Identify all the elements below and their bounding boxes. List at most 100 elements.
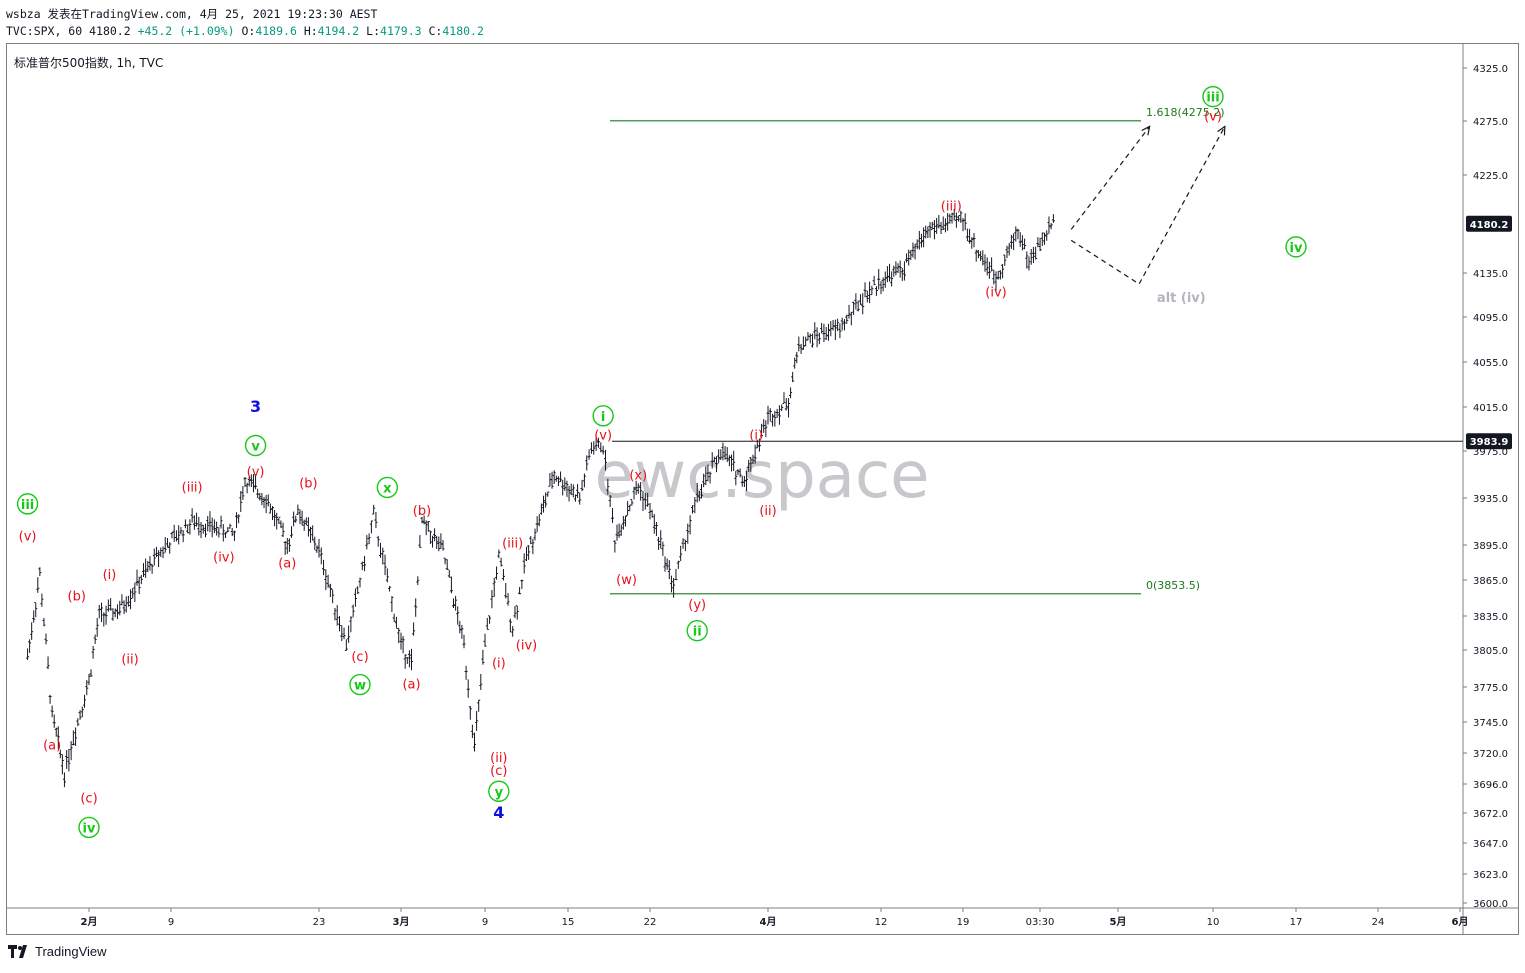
chart-legend-title: 标准普尔500指数, 1h, TVC [14, 55, 163, 70]
watermark: ewc.space [595, 439, 930, 513]
time-tick-label: 22 [644, 917, 657, 928]
price-tick-label: 3600.0 [1473, 899, 1508, 910]
wave-label: (i) [492, 656, 506, 671]
price-tick-label: 4325.0 [1473, 64, 1508, 75]
price-tick-label: 3720.0 [1473, 749, 1508, 760]
price-tick-label: 4275.0 [1473, 117, 1508, 128]
time-tick-label: 10 [1207, 917, 1220, 928]
time-tick-label: 23 [313, 917, 326, 928]
wave-label: (b) [68, 590, 86, 605]
wave-label: v [251, 440, 260, 455]
wave-label: (c) [80, 791, 97, 806]
wave-label: (iv) [213, 551, 234, 566]
price-tick-label: 4015.0 [1473, 403, 1508, 414]
footer-brand[interactable]: TradingView [35, 944, 107, 959]
time-tick-label: 9 [168, 917, 174, 928]
wave-label: (b) [413, 504, 431, 519]
open-label: O: [241, 24, 256, 38]
price-tick-label: 4225.0 [1473, 171, 1508, 182]
wave-label: (w) [616, 573, 637, 588]
fib-level-label: 0(3853.5) [1146, 579, 1200, 592]
price-tick-label: 3865.0 [1473, 576, 1508, 587]
price-tick-label: 4135.0 [1473, 269, 1508, 280]
wave-label-circle [488, 780, 510, 802]
projection-arrowhead [1217, 125, 1226, 136]
wave-label-circle [16, 493, 39, 515]
open-value: 4189.6 [255, 24, 297, 38]
wave-label: (v) [247, 465, 265, 480]
wave-label: iv [1290, 241, 1303, 256]
wave-label: (i) [103, 568, 117, 583]
header-line1: wsbza 发表在TradingView.com, 4月 25, 2021 19… [6, 6, 377, 22]
price-tick-label: 3745.0 [1473, 718, 1508, 729]
price-tag-box [1466, 433, 1512, 450]
price-bars [26, 209, 1055, 788]
price-change: +45.2 (+1.09%) [137, 24, 235, 38]
wave-label-circle [244, 434, 267, 457]
wave-label: 4 [493, 803, 504, 822]
time-tick-label: 2月 [81, 916, 98, 928]
price-tick-label: 3835.0 [1473, 612, 1508, 623]
wave-label: y [495, 785, 504, 800]
fib-level-label: 1.618(4275.2) [1146, 106, 1225, 119]
symbol-info: TVC:SPX, 60 [6, 24, 83, 38]
price-tick-label: 3623.0 [1473, 870, 1508, 881]
price-tick-label: 3647.0 [1473, 839, 1508, 850]
wave-label-circle [78, 816, 100, 839]
price-tick-label: 3696.0 [1473, 780, 1508, 791]
wave-label: i [601, 410, 605, 425]
footer: TradingView [8, 944, 107, 959]
wave-label: x [383, 481, 392, 496]
wave-label: (iii) [502, 537, 523, 552]
wave-label: ii [693, 625, 702, 640]
wave-label: (i) [749, 429, 763, 444]
price-tick-label: 4095.0 [1473, 313, 1508, 324]
price-tick-label: 3805.0 [1473, 646, 1508, 657]
time-tick-label: 19 [957, 917, 970, 928]
wave-label-circle [1202, 85, 1224, 108]
time-tick-label: 5月 [1110, 916, 1127, 928]
wave-label: (c) [490, 764, 507, 779]
wave-label-circle [1285, 236, 1307, 258]
chart-frame[interactable] [6, 43, 1519, 935]
header-line2: TVC:SPX, 60 4180.2 +45.2 (+1.09%) O:4189… [6, 24, 484, 38]
wave-label-circle [686, 620, 708, 642]
price-tick-label: 3975.0 [1473, 447, 1508, 458]
projection-arrowhead [1141, 125, 1151, 136]
wave-label: (v) [1204, 110, 1222, 125]
wave-label: iii [21, 498, 34, 513]
last-price: 4180.2 [89, 24, 131, 38]
tradingview-logo-icon [8, 945, 27, 958]
projection-path [1070, 126, 1226, 285]
price-tick-label: 4055.0 [1473, 358, 1508, 369]
wave-label: alt (iv) [1157, 291, 1206, 306]
time-tick-label: 12 [875, 917, 888, 928]
wave-label: (x) [629, 469, 647, 484]
wave-label: 3 [250, 397, 261, 416]
wave-label: (iv) [985, 286, 1006, 301]
publish-info: wsbza 发表在TradingView.com, 4月 25, 2021 19… [6, 7, 378, 21]
wave-label: iv [83, 821, 96, 836]
wave-label: (c) [351, 650, 368, 665]
price-tick-label: 3895.0 [1473, 541, 1508, 552]
wave-label: (a) [278, 557, 296, 572]
projection-path [1070, 126, 1151, 230]
wave-label-circle [349, 673, 371, 696]
close-label: C: [428, 24, 443, 38]
time-tick-label: 03:30 [1026, 917, 1055, 928]
wave-label: (ii) [121, 653, 138, 668]
time-tick-label: 17 [1290, 917, 1303, 928]
wave-label: (iv) [516, 638, 537, 653]
time-tick-label: 3月 [393, 916, 410, 928]
wave-label: (iii) [941, 199, 962, 214]
wave-label: (ii) [759, 504, 776, 519]
price-tick-label: 3672.0 [1473, 809, 1508, 820]
wave-label-circle [592, 405, 614, 427]
low-value: 4179.3 [380, 24, 422, 38]
wave-label: (v) [594, 429, 612, 444]
time-tick-label: 15 [562, 917, 575, 928]
price-tick-label: 3775.0 [1473, 683, 1508, 694]
price-tag-box [1466, 215, 1512, 232]
wave-label: (a) [43, 738, 61, 753]
